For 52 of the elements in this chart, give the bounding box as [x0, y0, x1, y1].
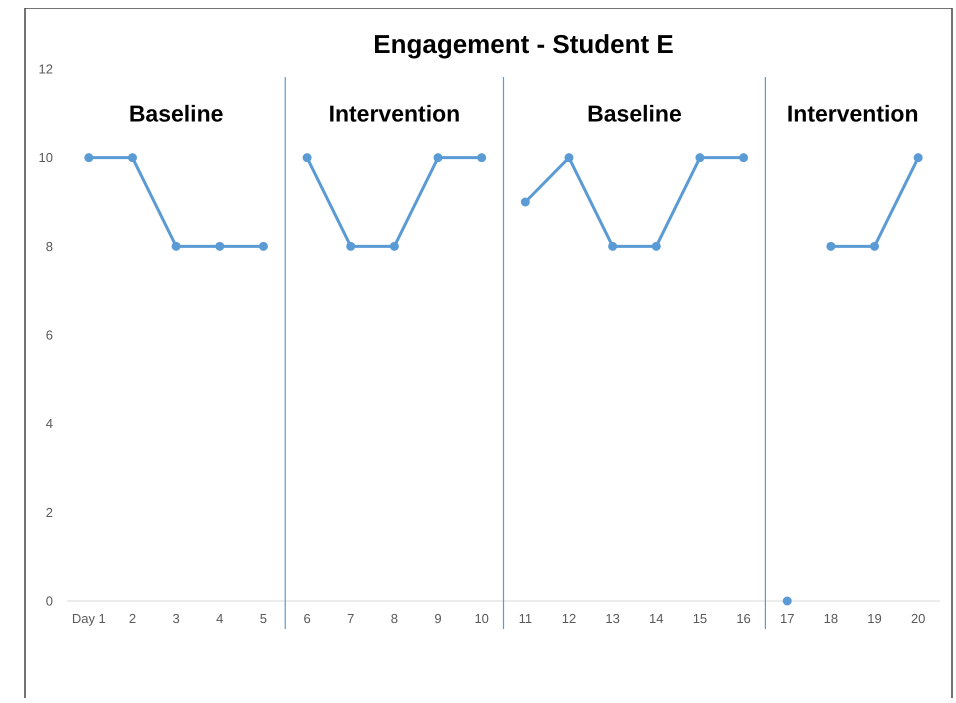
chart-title: Engagement - Student E	[373, 29, 674, 59]
y-tick-label: 6	[46, 328, 53, 343]
point	[434, 153, 443, 162]
annotation: Intervention	[786, 100, 919, 126]
x-tick-label: 10	[474, 611, 489, 626]
point	[258, 242, 268, 251]
x-tick-label: 6	[303, 611, 311, 626]
point	[608, 242, 618, 251]
point	[870, 242, 880, 251]
x-tick-label: 8	[390, 611, 398, 626]
x-tick-label: 2	[128, 611, 136, 626]
x-tick-label: 13	[605, 611, 620, 626]
y-tick-label: 10	[38, 150, 53, 166]
point	[172, 242, 181, 251]
x-tick-label: 20	[910, 611, 926, 626]
x-tick-label: 9	[434, 611, 442, 626]
y-tick-label: 12	[38, 62, 53, 77]
point	[826, 242, 836, 251]
y-tick-label: 4	[46, 416, 53, 432]
annotation: Baseline	[128, 100, 224, 126]
point	[346, 242, 356, 251]
point	[739, 153, 748, 162]
x-tick-label: 4	[216, 611, 224, 626]
point	[84, 153, 94, 162]
point	[215, 242, 224, 251]
point	[914, 153, 923, 162]
x-tick-label: 5	[260, 611, 268, 626]
point	[695, 153, 704, 162]
x-tick-label: 7	[347, 611, 354, 626]
x-tick-label: 19	[867, 611, 882, 626]
x-tick-label: 14	[649, 611, 664, 626]
point	[782, 596, 792, 606]
point	[652, 242, 661, 251]
point	[477, 153, 486, 162]
y-tick-label: 8	[46, 238, 53, 254]
y-tick-label: 0	[46, 594, 53, 609]
x-tick-label: 16	[736, 611, 751, 626]
point	[520, 198, 530, 206]
x-tick-label: 15	[692, 611, 708, 626]
x-tick-label: 3	[172, 611, 180, 626]
annotation: Baseline	[587, 100, 682, 126]
point	[128, 153, 137, 162]
point	[390, 242, 399, 251]
x-tick-label: 18	[824, 611, 838, 626]
annotation: Intervention	[328, 100, 460, 126]
x-tick-label: Day 1	[72, 611, 106, 626]
x-tick-label: 12	[562, 611, 576, 626]
y-tick-label: 2	[46, 504, 53, 520]
x-tick-label: 11	[518, 611, 532, 626]
x-tick-label: 17	[780, 611, 794, 626]
point	[564, 153, 574, 162]
point	[302, 153, 312, 162]
